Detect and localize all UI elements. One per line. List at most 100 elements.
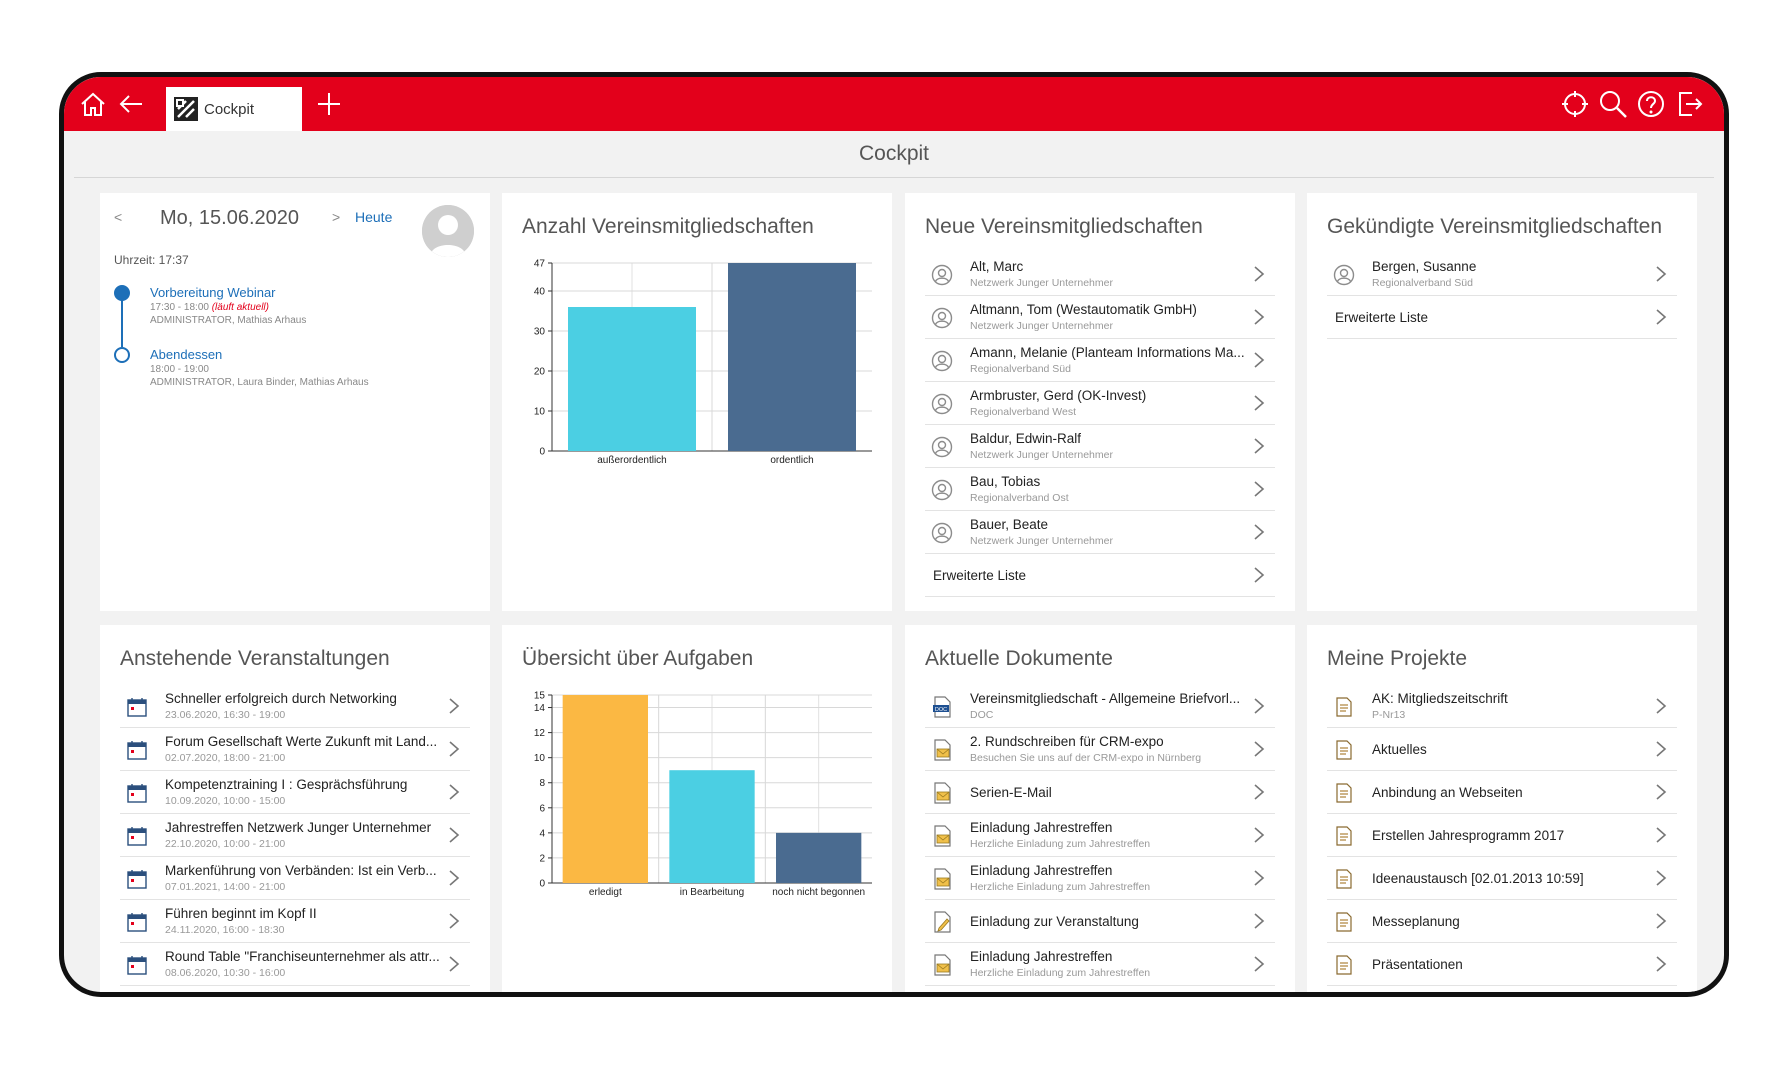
event-date: 02.07.2020, 18:00 - 21:00 <box>165 752 286 764</box>
event-row[interactable]: Schneller erfolgreich durch Networking 23… <box>120 685 470 728</box>
event-row[interactable]: Markenführung von Verbänden: Ist ein Ver… <box>120 857 470 900</box>
document-row[interactable]: Einladung Jahrestreffen Herzliche Einladu… <box>925 814 1275 857</box>
member-row[interactable]: Amann, Melanie (Planteam Informations Ma… <box>925 339 1275 382</box>
help-icon[interactable] <box>1636 89 1666 119</box>
chevron-right-icon <box>1253 912 1265 930</box>
projects-card: Meine Projekte AK: Mitgliedszeitschrift P… <box>1307 625 1697 992</box>
project-row[interactable]: Erstellen Jahresprogramm 2017 <box>1327 814 1677 857</box>
person-icon <box>931 479 953 501</box>
event-row[interactable]: Kompetenztraining I : Gesprächsführung 10… <box>120 771 470 814</box>
y-tick-label: 0 <box>539 879 545 890</box>
add-tab-icon[interactable] <box>314 89 344 119</box>
document-row[interactable]: Serien-E-Mail <box>925 771 1275 814</box>
member-row[interactable]: Bergen, Susanne Regionalverband Süd <box>1327 253 1677 296</box>
timeline-dot <box>114 347 130 363</box>
membership-chart-card: Anzahl Vereinsmitgliedschaften 0 10 20 30 40… <box>502 193 892 611</box>
person-icon <box>931 393 953 415</box>
event-row[interactable]: Forum Gesellschaft Werte Zukunft mit Lan… <box>120 728 470 771</box>
project-icon <box>1333 911 1355 933</box>
chevron-right-icon <box>1655 783 1667 801</box>
search-icon[interactable] <box>1598 89 1628 119</box>
document-row[interactable]: Einladung Jahrestreffen Herzliche Einladu… <box>925 857 1275 900</box>
sync-icon[interactable] <box>1560 89 1590 119</box>
event-status: (läuft aktuell) <box>211 302 269 313</box>
logout-icon[interactable] <box>1674 89 1704 119</box>
member-organization: Netzwerk Junger Unternehmer <box>970 277 1113 289</box>
y-tick-label: 12 <box>534 728 546 739</box>
extended-list-label: Erweiterte Liste <box>1335 310 1429 325</box>
project-row[interactable]: Präsentationen <box>1327 943 1677 986</box>
project-row[interactable]: Messeplanung <box>1327 900 1677 943</box>
mail-icon <box>931 868 953 890</box>
person-icon <box>931 307 953 329</box>
y-tick-label: 40 <box>534 287 546 298</box>
chevron-right-icon <box>1253 308 1265 326</box>
y-tick-label: 20 <box>534 367 546 378</box>
calendar-event[interactable]: Vorbereitung Webinar 17:30 - 18:00 (läuf… <box>150 285 306 326</box>
member-row[interactable]: Bauer, Beate Netzwerk Junger Unternehmer <box>925 511 1275 554</box>
document-row[interactable]: DOC Vereinsmitgliedschaft - Allgemeine Br… <box>925 685 1275 728</box>
home-icon[interactable] <box>78 89 108 119</box>
project-row[interactable]: AK: Mitgliedszeitschrift P-Nr13 <box>1327 685 1677 728</box>
chevron-right-icon <box>1253 826 1265 844</box>
project-row[interactable]: Aktuelles <box>1327 728 1677 771</box>
upcoming-events-list: Schneller erfolgreich durch Networking 23… <box>120 685 470 986</box>
member-name: Bergen, Susanne <box>1372 259 1477 274</box>
calendar-date: Mo, 15.06.2020 <box>160 207 299 229</box>
event-time: 17:30 - 18:00 (läuft aktuell) <box>150 302 306 313</box>
project-row[interactable]: Ideenaustausch [02.01.2013 10:59] <box>1327 857 1677 900</box>
extended-list-link[interactable]: Erweiterte Liste <box>1327 296 1677 339</box>
edit-doc-icon <box>931 911 953 933</box>
member-row[interactable]: Altmann, Tom (Westautomatik GmbH) Netzwer… <box>925 296 1275 339</box>
document-row[interactable]: Einladung zur Veranstaltung <box>925 900 1275 943</box>
divider <box>74 177 1714 178</box>
document-row[interactable]: 2. Rundschreiben für CRM-expo Besuchen Si… <box>925 728 1275 771</box>
project-name: AK: Mitgliedszeitschrift <box>1372 691 1508 706</box>
back-arrow-icon[interactable] <box>116 89 146 119</box>
y-tick-label: 30 <box>534 327 546 338</box>
chevron-right-icon <box>1253 955 1265 973</box>
document-subtitle: Herzliche Einladung zum Jahrestreffen <box>970 881 1151 893</box>
prev-day-button[interactable]: < <box>114 209 123 225</box>
avatar[interactable] <box>422 205 474 257</box>
y-tick-label: 15 <box>534 691 546 702</box>
member-row[interactable]: Bau, Tobias Regionalverband Ost <box>925 468 1275 511</box>
y-tick-label: 0 <box>539 447 545 458</box>
person-icon <box>931 350 953 372</box>
chevron-right-icon <box>448 783 460 801</box>
project-icon <box>1333 696 1355 718</box>
card-title: Anstehende Veranstaltungen <box>120 647 390 670</box>
new-members-list: Alt, Marc Netzwerk Junger Unternehmer Altm… <box>925 253 1275 597</box>
mail-icon <box>931 782 953 804</box>
mail-icon <box>931 739 953 761</box>
document-name: 2. Rundschreiben für CRM-expo <box>970 734 1164 749</box>
member-row[interactable]: Baldur, Edwin-Ralf Netzwerk Junger Untern… <box>925 425 1275 468</box>
event-title: Vorbereitung Webinar <box>150 285 276 300</box>
event-row[interactable]: Jahrestreffen Netzwerk Junger Unternehme… <box>120 814 470 857</box>
member-row[interactable]: Alt, Marc Netzwerk Junger Unternehmer <box>925 253 1275 296</box>
next-day-button[interactable]: > <box>332 209 341 225</box>
person-icon <box>931 264 953 286</box>
event-row[interactable]: Round Table "Franchiseunternehmer als at… <box>120 943 470 986</box>
project-number: P-Nr13 <box>1372 709 1406 721</box>
chevron-right-icon <box>1253 265 1265 283</box>
calendar-event[interactable]: Abendessen 18:00 - 19:00 ADMINISTRATOR, … <box>150 347 369 388</box>
event-row[interactable]: Führen beginnt im Kopf II 24.11.2020, 16:… <box>120 900 470 943</box>
today-link[interactable]: Heute <box>355 209 393 225</box>
event-name: Jahrestreffen Netzwerk Junger Unternehme… <box>165 820 432 835</box>
member-row[interactable]: Armbruster, Gerd (OK-Invest) Regionalverb… <box>925 382 1275 425</box>
document-subtitle: Besuchen Sie uns auf der CRM-expo in Nür… <box>970 752 1202 764</box>
document-row[interactable]: Einladung Jahrestreffen Herzliche Einladu… <box>925 943 1275 986</box>
document-name: Einladung Jahrestreffen <box>970 863 1113 878</box>
extended-list-link[interactable]: Erweiterte Liste <box>925 554 1275 597</box>
app-window: Cockpit Cockpit < Mo, 15.06.2020 > Heute… <box>59 72 1729 997</box>
event-name: Round Table "Franchiseunternehmer als at… <box>165 949 440 964</box>
project-row[interactable]: Anbindung an Webseiten <box>1327 771 1677 814</box>
project-name: Aktuelles <box>1372 742 1427 757</box>
calendar-icon <box>126 739 148 761</box>
chevron-right-icon <box>1655 265 1667 283</box>
document-name: Einladung zur Veranstaltung <box>970 914 1139 929</box>
project-name: Präsentationen <box>1372 957 1463 972</box>
member-name: Armbruster, Gerd (OK-Invest) <box>970 388 1147 403</box>
tab-cockpit[interactable]: Cockpit <box>166 87 302 131</box>
